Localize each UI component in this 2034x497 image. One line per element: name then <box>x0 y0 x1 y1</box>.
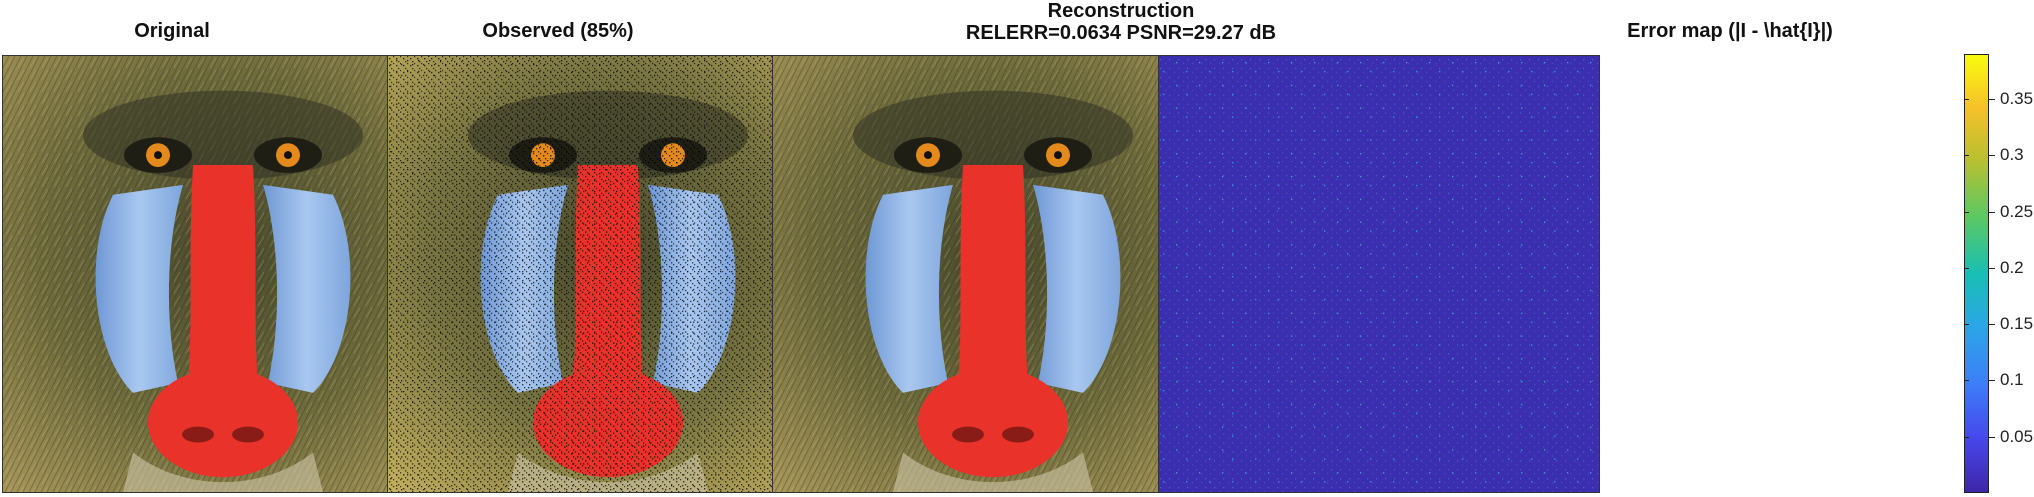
colorbar-tick-mark-inner <box>1964 268 1969 269</box>
colorbar-tick-label: 0.1 <box>2000 370 2024 389</box>
colorbar-tick-label: 0.3 <box>2000 145 2024 164</box>
colorbar-tick-mark-inner <box>1964 380 1969 381</box>
colorbar-tick-mark <box>1989 212 1995 213</box>
reconstruction-metrics-line: RELERR=0.0634 PSNR=29.27 dB <box>965 22 1277 44</box>
colorbar-tick-mark <box>1989 268 1995 269</box>
colorbar-tick-label: 0.15 <box>2000 314 2034 333</box>
baboon-reconstruction-svg <box>773 56 1213 492</box>
panel-title-reconstruction: Reconstruction RELERR=0.0634 PSNR=29.27 … <box>950 0 1292 44</box>
colorbar-tick-mark-inner <box>1964 212 1969 213</box>
colorbar-tick-mark-inner <box>1964 155 1969 156</box>
baboon-observed-svg <box>388 56 828 492</box>
colorbar-tick-mark-inner <box>1964 324 1969 325</box>
reconstruction-title-line1: Reconstruction <box>1047 0 1195 22</box>
error-map-svg <box>1159 56 1599 492</box>
colorbar-tick-mark <box>1989 380 1995 381</box>
colorbar-tick-label: 0.05 <box>2000 427 2034 446</box>
colorbar-tick-mark <box>1989 99 1995 100</box>
colorbar <box>1964 54 1989 493</box>
colorbar-tick-mark-inner <box>1964 437 1969 438</box>
colorbar-tick-label: 0.35 <box>2000 89 2034 108</box>
colorbar-tick-mark <box>1989 155 1995 156</box>
error-map-image <box>1158 55 1600 493</box>
colorbar-tick-label: 0.2 <box>2000 258 2024 277</box>
colorbar-tick-mark <box>1989 324 1995 325</box>
original-image <box>2 55 444 493</box>
reconstruction-image <box>772 55 1214 493</box>
baboon-original-svg <box>3 56 443 492</box>
panel-title-observed: Observed (85%) <box>482 20 634 42</box>
colorbar-tick-mark <box>1989 437 1995 438</box>
panel-title-original: Original <box>134 20 210 42</box>
panel-title-error-map: Error map (|I - \hat{I}|) <box>1627 20 1833 42</box>
colorbar-tick-mark-inner <box>1964 99 1969 100</box>
observed-image <box>387 55 829 493</box>
colorbar-tick-label: 0.25 <box>2000 202 2034 221</box>
